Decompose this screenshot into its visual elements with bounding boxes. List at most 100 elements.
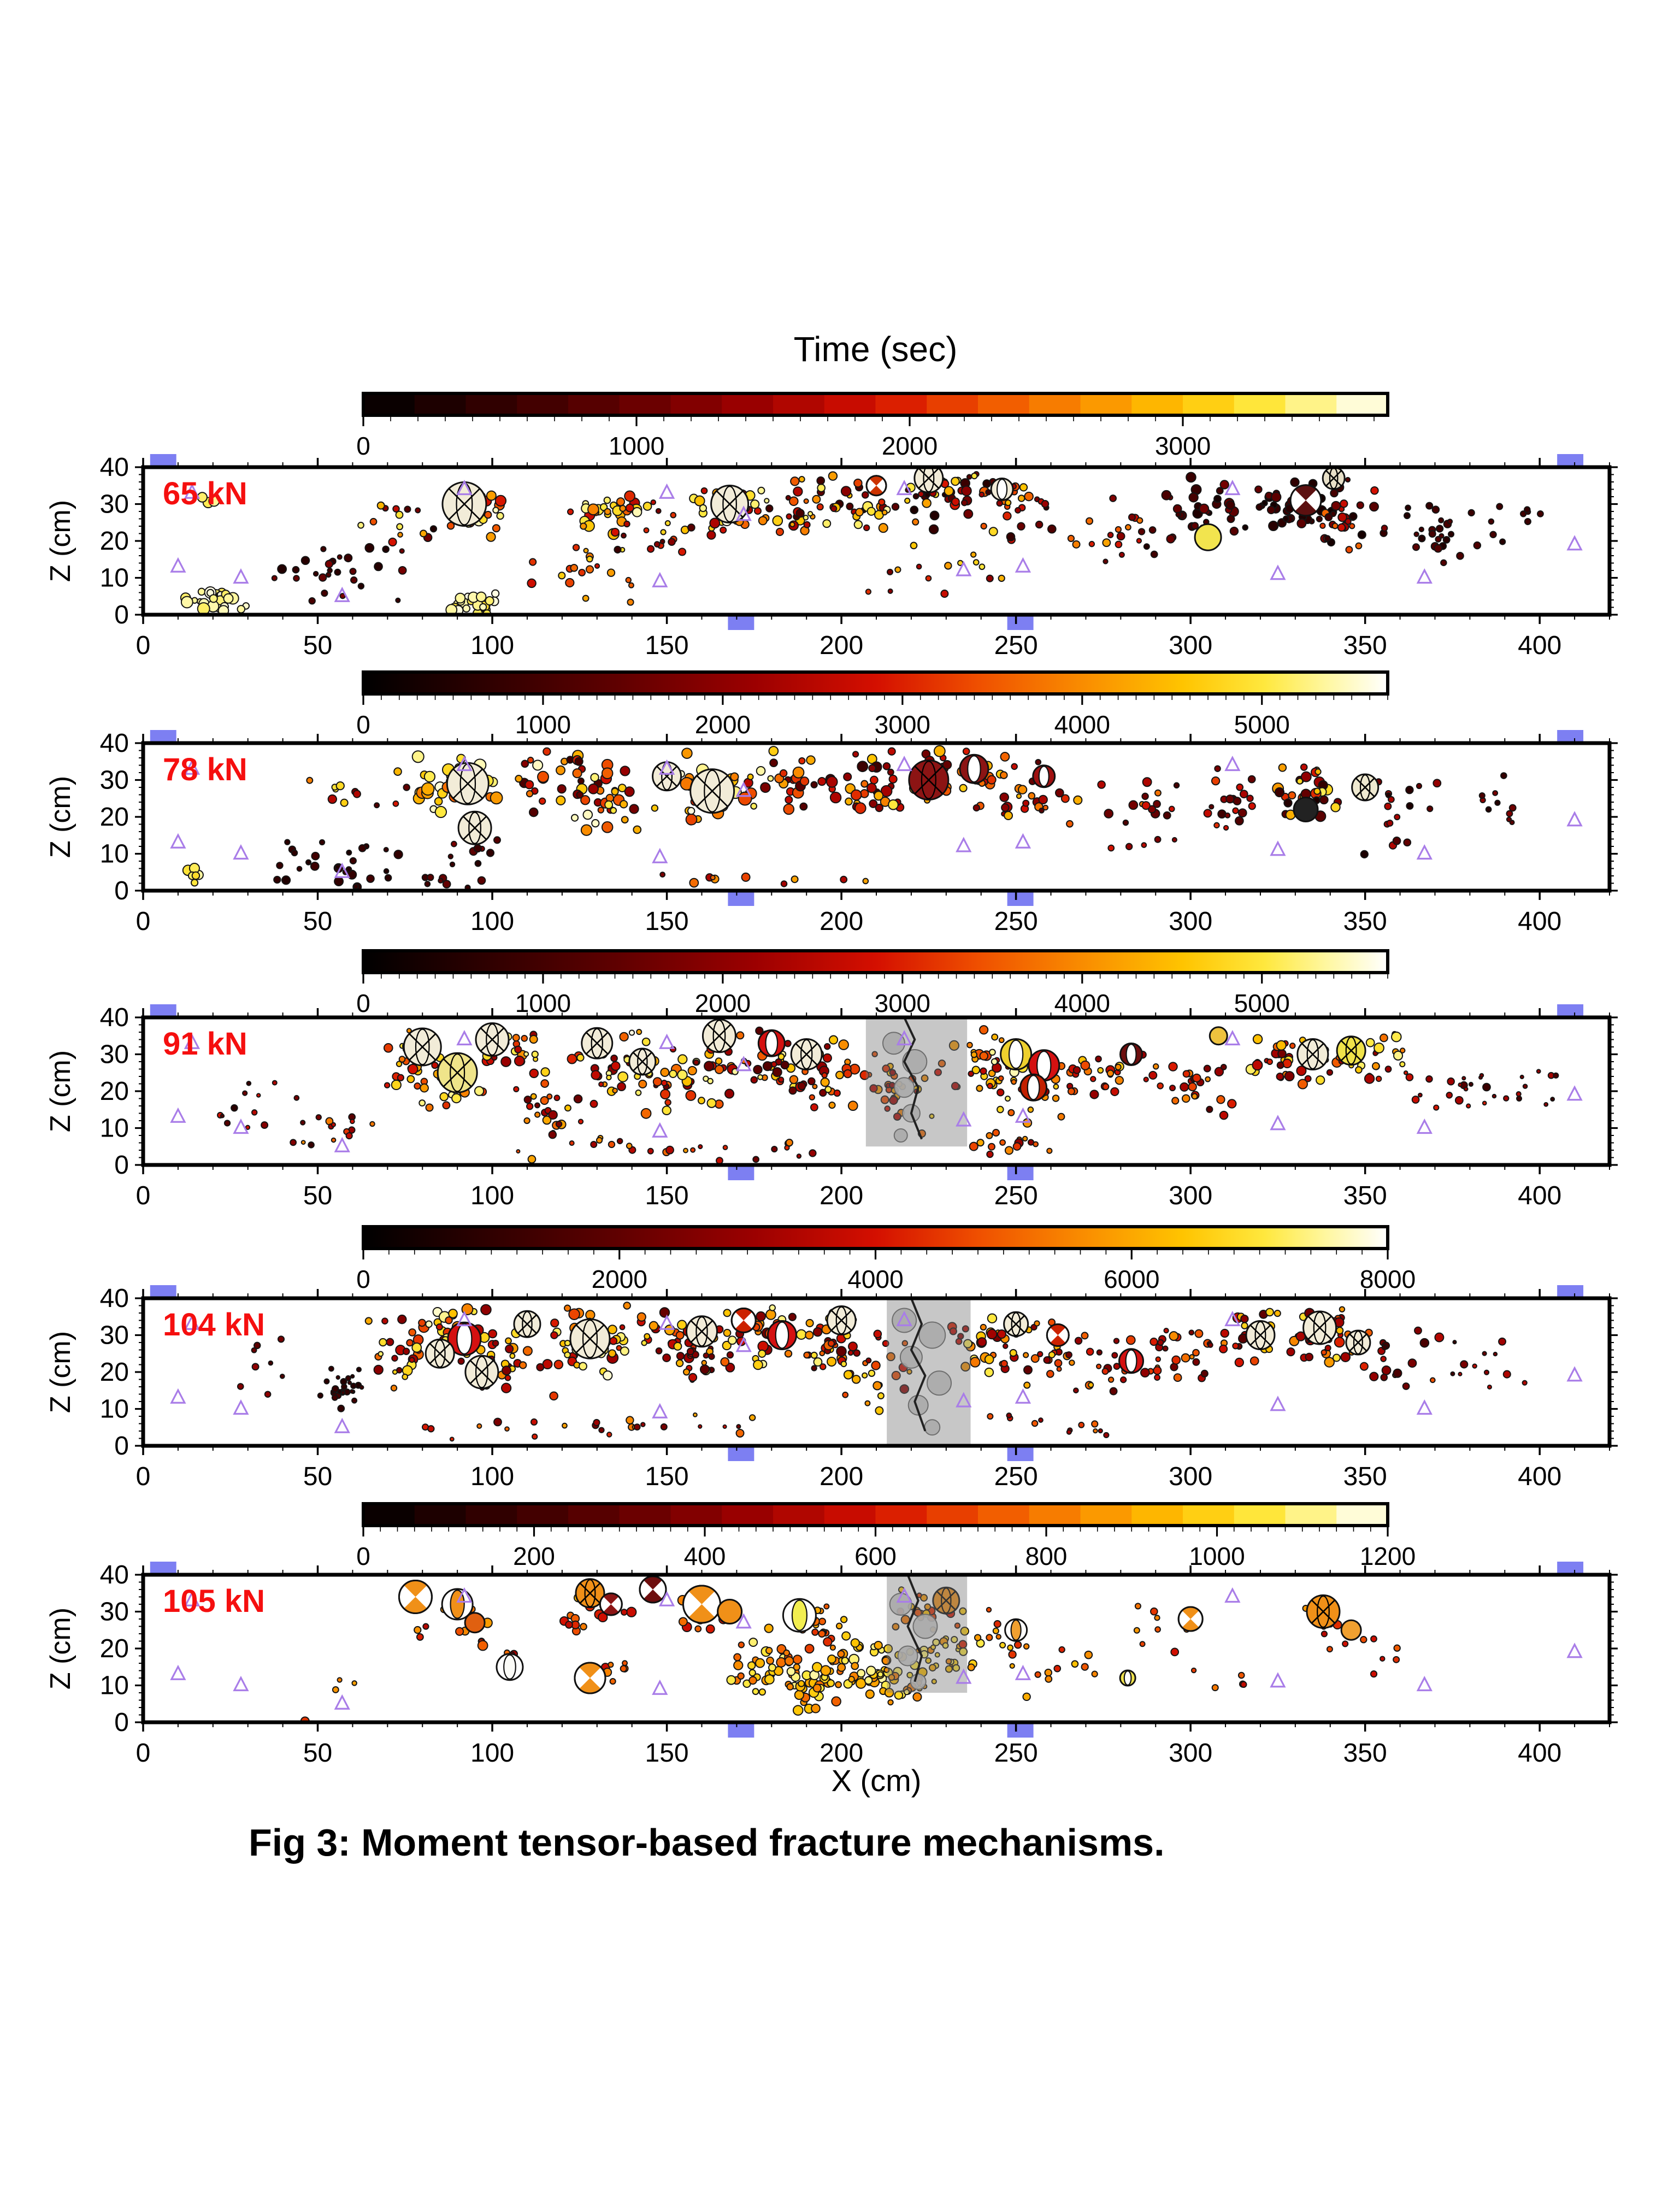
z-tick-label: 20 <box>100 527 129 556</box>
blue-marker <box>1007 1166 1034 1180</box>
blue-marker <box>728 1723 754 1738</box>
svg-text:6000: 6000 <box>1104 1265 1159 1293</box>
x-tick-label: 0 <box>136 1462 151 1491</box>
sensor-triangle-icon <box>652 1122 668 1138</box>
x-tick-label: 300 <box>1169 1181 1212 1210</box>
sensor-triangle-icon <box>735 1056 752 1072</box>
x-tick-label: 250 <box>994 631 1038 660</box>
sensor-triangle-icon <box>956 561 972 576</box>
z-axis-label: Z (cm) <box>45 1608 76 1689</box>
svg-text:2000: 2000 <box>592 1265 647 1293</box>
svg-text:0: 0 <box>356 989 370 1017</box>
x-tick-label: 250 <box>994 1181 1038 1210</box>
sensor-triangle-icon <box>956 1668 972 1684</box>
load-label: 78 kN <box>163 752 247 787</box>
x-tick-label: 350 <box>1343 1739 1387 1768</box>
z-tick-label: 20 <box>100 1634 129 1663</box>
x-tick-label: 200 <box>820 1181 863 1210</box>
svg-text:5000: 5000 <box>1234 710 1290 739</box>
loading-platen-markers <box>150 454 1584 630</box>
events-layer <box>180 467 1544 615</box>
z-tick-label: 40 <box>100 453 129 482</box>
load-label: 104 kN <box>163 1307 265 1343</box>
sensor-triangle-icon <box>334 1417 350 1433</box>
svg-text:8000: 8000 <box>1360 1265 1416 1293</box>
svg-text:1000: 1000 <box>515 710 571 739</box>
svg-text:0: 0 <box>356 1265 370 1293</box>
svg-text:4000: 4000 <box>1054 710 1110 739</box>
sensor-triangle-icon <box>233 1676 249 1692</box>
sensor-triangle-icon <box>735 505 752 521</box>
sensor-triangle-icon <box>456 1030 473 1046</box>
x-tick-label: 350 <box>1343 1181 1387 1210</box>
sensor-triangle-icon <box>1015 1107 1031 1123</box>
beachballs-layer <box>403 1019 1366 1102</box>
panel-105kN: 0 50 100 150 200 250 300 350 400 0 10 20 30 40 Z (cm) 1… <box>45 1561 1618 1768</box>
x-tick-label: 300 <box>1169 1739 1212 1768</box>
sensor-triangles <box>170 480 1583 602</box>
x-tick-label: 250 <box>994 907 1038 936</box>
x-tick-label: 150 <box>645 1181 689 1210</box>
sensor-triangle-icon <box>334 862 350 878</box>
colorbar-78kN: 0 1000 2000 3000 4000 5000 <box>356 670 1389 739</box>
x-tick-label: 0 <box>136 1739 151 1768</box>
sensor-triangle-icon <box>233 1118 249 1134</box>
svg-text:3000: 3000 <box>875 710 930 739</box>
blue-marker <box>728 1447 754 1461</box>
sensor-triangle-icon <box>658 483 675 499</box>
z-tick-label: 40 <box>100 1284 129 1313</box>
sensor-triangles <box>170 1311 1583 1433</box>
x-tick-label: 250 <box>994 1462 1038 1491</box>
x-tick-label: 100 <box>470 1181 514 1210</box>
x-tick-label: 150 <box>645 1739 689 1768</box>
sensor-triangle-icon <box>652 1679 668 1695</box>
sensor-triangles <box>170 1587 1583 1710</box>
sensor-triangle-icon <box>652 1403 668 1418</box>
sensor-triangle-icon <box>658 1314 675 1330</box>
svg-text:1000: 1000 <box>609 432 664 460</box>
panel-65kN: 0 50 100 150 200 250 300 350 400 0 10 20 30 40 Z (cm) 6… <box>45 453 1618 660</box>
sensor-triangle-icon <box>1566 1366 1583 1382</box>
blue-marker <box>1007 1723 1034 1738</box>
x-tick-label: 50 <box>303 1181 332 1210</box>
z-tick-label: 20 <box>100 803 129 832</box>
svg-text:400: 400 <box>684 1542 726 1570</box>
z-tick-label: 0 <box>114 876 129 905</box>
sensor-triangle-icon <box>1416 844 1433 860</box>
sensor-triangle-icon <box>896 756 912 772</box>
svg-text:600: 600 <box>854 1542 897 1570</box>
load-label: 65 kN <box>163 476 247 511</box>
beachballs-layer <box>425 1305 1371 1390</box>
sensor-triangle-icon <box>1416 568 1433 584</box>
x-tick-label: 50 <box>303 1739 332 1768</box>
x-tick-label: 350 <box>1343 631 1387 660</box>
sensor-triangle-icon <box>1224 480 1241 496</box>
sensor-triangle-icon <box>652 572 668 587</box>
panel-91kN: 0 50 100 150 200 250 300 350 400 0 10 20 30 40 Z (cm) 9… <box>45 1003 1618 1210</box>
sensor-triangle-icon <box>1270 840 1286 856</box>
z-tick-label: 10 <box>100 1114 129 1143</box>
x-tick-label: 400 <box>1518 1739 1561 1768</box>
panel-78kN: 0 50 100 150 200 250 300 350 400 0 10 20 30 40 Z (cm) 7… <box>45 729 1618 936</box>
x-tick-label: 50 <box>303 907 332 936</box>
sensor-triangle-icon <box>334 586 350 602</box>
sensor-triangle-icon <box>1224 756 1241 772</box>
z-tick-label: 30 <box>100 1040 129 1069</box>
x-tick-label: 400 <box>1518 907 1561 936</box>
sensor-triangle-icon <box>1015 833 1031 849</box>
sensor-triangle-icon <box>956 837 972 852</box>
sensor-triangle-icon <box>735 1613 752 1629</box>
x-tick-label: 400 <box>1518 1462 1561 1491</box>
svg-text:2000: 2000 <box>882 432 938 460</box>
z-tick-label: 20 <box>100 1077 129 1106</box>
sensor-triangle-icon <box>1270 1396 1286 1411</box>
svg-text:0: 0 <box>356 1542 370 1570</box>
beachballs-layer <box>398 1575 1362 1694</box>
svg-text:3000: 3000 <box>1155 432 1211 460</box>
sensor-triangle-icon <box>896 1311 912 1327</box>
svg-text:800: 800 <box>1025 1542 1068 1570</box>
x-tick-label: 350 <box>1343 907 1387 936</box>
x-tick-label: 200 <box>820 1739 863 1768</box>
z-tick-label: 10 <box>100 840 129 869</box>
